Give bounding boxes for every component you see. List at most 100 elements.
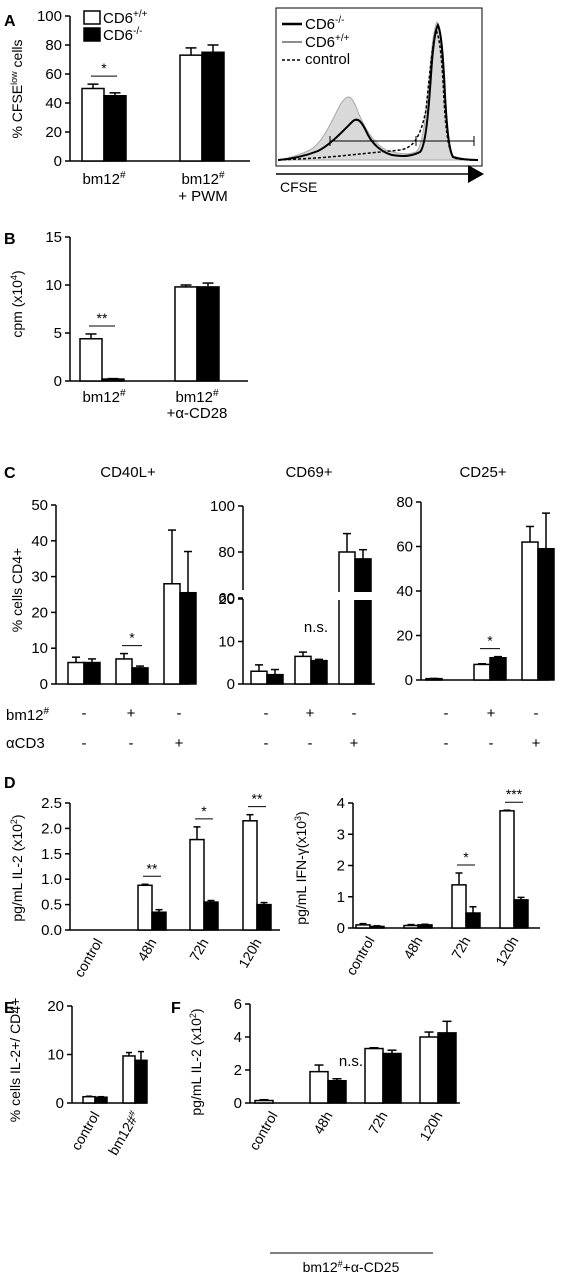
chart-e-bar [82,1095,96,1104]
panel-B-cat1: bm12# [82,388,126,406]
panel-label-B: B [4,231,16,248]
panel-C-row1-label: bm12# [6,706,50,724]
legend-label-wt: CD6+/+ [103,9,148,27]
c-row1-sign: - [352,705,357,722]
panel-label-A: A [4,13,16,30]
chart-c2-bar [294,655,312,685]
chart-d2-y-tick-label: 0 [337,920,345,937]
c-row2-sign: - [444,735,449,752]
chart-d1-bar [242,820,258,931]
chart-c1-y-tick-label: 20 [31,604,48,621]
c-row1-sign: - [82,705,87,722]
chart-c2-bar [250,670,268,685]
panel-B-ylabel: cpm (x104) [9,270,25,337]
chart-b-bar [79,338,103,382]
chart-d1-y-tick-label: 0.5 [41,897,62,914]
chart-f: 0 2 4 6 control 48h 72h 120h [234,996,460,1153]
chart-f-bar [309,1070,329,1104]
panel-label-F: F [171,1000,181,1017]
c-row1-sign: + [127,705,136,722]
chart-d1-bar [203,901,219,931]
chart-d2-sig-label: *** [506,786,523,802]
hist-xlabel: CFSE [280,179,317,195]
chart-c3-bar [521,541,539,681]
chart-c3-bar [537,547,555,681]
chart-b-y-tick-label: 5 [54,325,62,342]
chart-d1-bar [189,838,205,931]
chart-c2-y-tick-label: 20 [218,591,235,608]
chart-d2-bar [403,924,419,929]
panel-C-ylabel: % cells CD4+ [9,548,25,632]
chart-a-sig-label: * [101,60,107,76]
chart-e-x-tick-label: control [68,1109,103,1153]
chart-f-y-tick-label: 6 [234,996,242,1013]
c-row2-sign: + [350,735,359,752]
c-row1-sign: + [306,705,315,722]
chart-c2-axis-break [245,592,375,600]
legend-swatch-wt [83,10,101,25]
chart-d1-y-tick-label: 2.5 [41,795,62,812]
panel-E-ylabel: % cells IL-2+/ CD4+ [7,998,23,1123]
chart-c2-y-tick-label: 10 [218,634,235,651]
chart-f-sig-label: n.s. [339,1053,363,1070]
chart-d1-sig-label: ** [147,860,158,876]
chart-c1-sig-label: * [129,630,135,646]
chart-b-bar [101,378,125,382]
chart-c1: 0 10 20 30 40 50 * CD40L+ [31,464,197,693]
panel-label-D: D [4,775,16,792]
chart-d1-x-tick-label: 72h [186,936,212,964]
panel-D1-ylabel: pg/mL IL-2 (x102) [9,814,25,921]
chart-e-y-tick-label: 0 [56,1095,64,1112]
chart-c3-bar [489,657,507,681]
chart-b: 0 5 10 15 ** [45,229,248,390]
chart-e-x-tick-label: bm12## [105,1109,143,1158]
chart-d1-y-tick-label: 1.5 [41,846,62,863]
chart-d1-bar [137,884,153,931]
chart-d2-bar [499,810,515,929]
chart-f-bar [382,1052,402,1104]
chart-d2-bar [417,924,433,929]
chart-c3-bar [473,663,491,681]
chart-a-bar [81,87,105,162]
chart-c1-bar [115,658,133,685]
panel-F-ylabel: pg/mL IL-2 (x102) [188,1008,204,1115]
chart-d2-x-tick-label: 72h [448,934,474,962]
hist-legend-ctrl-label: control [305,51,350,68]
panel-A-legend: CD6+/+ CD6-/- [83,9,148,44]
hist-x-arrowhead [468,165,484,183]
chart-f-bar [327,1079,347,1104]
chart-d1-sig-label: * [201,803,207,819]
hist-legend-ko-label: CD6-/- [305,15,344,33]
c-row2-sign: - [489,735,494,752]
chart-d2-bar [451,884,467,929]
c-row2-sign: - [308,735,313,752]
panel-A-ylabel: % CFSElow cells [9,39,25,138]
chart-d1-y-tick-label: 2.0 [41,820,62,837]
chart-f-x-tick-label: control [246,1109,281,1153]
chart-d2-y-tick-label: 4 [337,795,345,812]
chart-c2-sig-label: n.s. [304,619,328,636]
chart-f-y-tick-label: 2 [234,1062,242,1079]
chart-a-bar [103,95,127,162]
chart-a-bar [201,51,225,162]
chart-d2-bar [465,912,481,929]
chart-a-bar [179,54,203,162]
chart-d1-x-tick-label: 120h [235,936,264,971]
chart-c2-bar [338,551,356,685]
c-row1-sign: + [487,705,496,722]
charts-layer: 020406080100*051015**01020304050*CD40L+0… [31,8,555,1158]
hist-legend-wt-label: CD6+/+ [305,33,350,51]
chart-a-y-tick-label: 40 [45,95,62,112]
chart-c3-title: CD25+ [459,464,506,481]
panel-C-row2-label: αCD3 [6,735,45,752]
c-row1-sign: - [444,705,449,722]
chart-c2-bar [310,659,328,685]
chart-f-x-tick-label: 72h [365,1109,391,1137]
chart-c2-y-tick-label: 60 [218,590,235,607]
panel-B-cat2-line2: +α-CD28 [167,405,228,422]
chart-d2-bar [355,924,371,929]
chart-d1-bar [256,903,272,931]
panel-label-E: E [4,1000,15,1017]
